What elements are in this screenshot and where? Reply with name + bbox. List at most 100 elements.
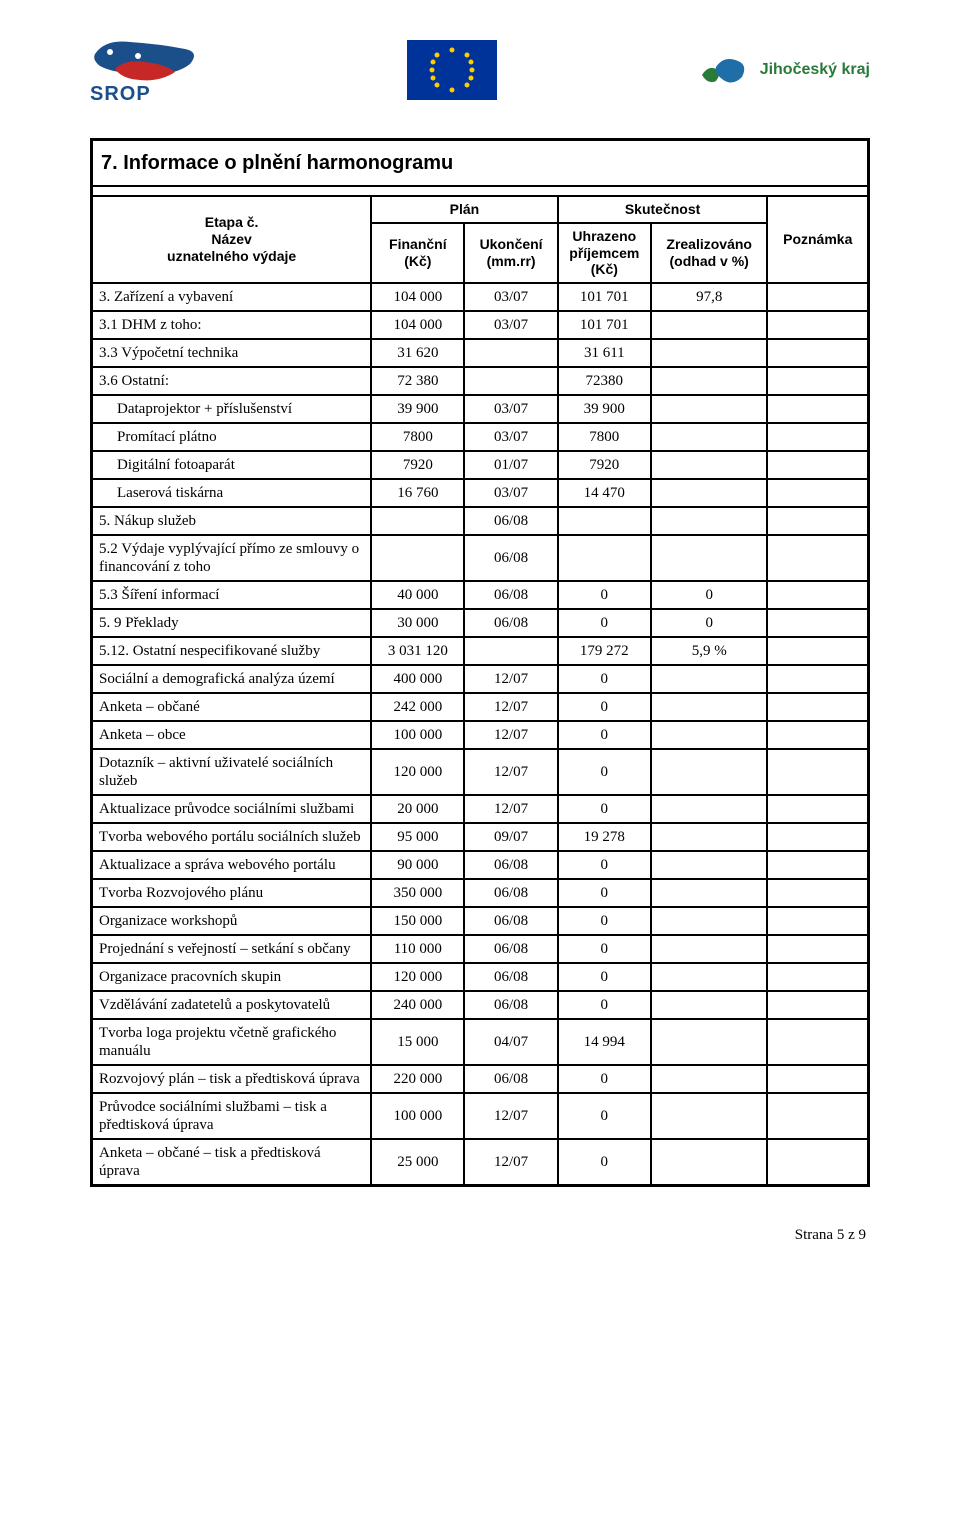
col-skutecnost-header: Skutečnost bbox=[558, 196, 768, 223]
page-footer: Strana 5 z 9 bbox=[90, 1227, 870, 1244]
cell-paid: 0 bbox=[558, 721, 651, 749]
cell-paid: 179 272 bbox=[558, 637, 651, 665]
cell-fin: 220 000 bbox=[371, 1065, 464, 1093]
cell-real: 0 bbox=[651, 609, 768, 637]
cell-name: Projednání s veřejností – setkání s obča… bbox=[92, 935, 372, 963]
cell-note bbox=[767, 795, 868, 823]
cell-end: 03/07 bbox=[464, 479, 557, 507]
cell-real bbox=[651, 311, 768, 339]
cell-paid: 0 bbox=[558, 665, 651, 693]
cell-real bbox=[651, 851, 768, 879]
cell-fin: 104 000 bbox=[371, 283, 464, 311]
cell-end: 03/07 bbox=[464, 311, 557, 339]
cell-fin: 120 000 bbox=[371, 963, 464, 991]
cell-paid: 0 bbox=[558, 749, 651, 795]
col-financni-header: Finanční (Kč) bbox=[371, 223, 464, 283]
cell-name: Vzdělávání zadatetelů a poskytovatelů bbox=[92, 991, 372, 1019]
table-row: Dotazník – aktivní uživatelé sociálních … bbox=[92, 749, 869, 795]
cell-paid: 0 bbox=[558, 581, 651, 609]
col-plan-header: Plán bbox=[371, 196, 557, 223]
cell-note bbox=[767, 367, 868, 395]
cell-fin: 72 380 bbox=[371, 367, 464, 395]
cell-fin: 104 000 bbox=[371, 311, 464, 339]
table-row: 5. 9 Překlady30 00006/0800 bbox=[92, 609, 869, 637]
cell-end: 06/08 bbox=[464, 1065, 557, 1093]
cell-end: 04/07 bbox=[464, 1019, 557, 1065]
cell-fin: 15 000 bbox=[371, 1019, 464, 1065]
cell-paid: 14 994 bbox=[558, 1019, 651, 1065]
cell-name: 3.3 Výpočetní technika bbox=[92, 339, 372, 367]
cell-real bbox=[651, 749, 768, 795]
cell-note bbox=[767, 339, 868, 367]
cell-name: Aktualizace a správa webového portálu bbox=[92, 851, 372, 879]
cell-real bbox=[651, 879, 768, 907]
cell-fin bbox=[371, 535, 464, 581]
cell-name: 5.2 Výdaje vyplývající přímo ze smlouvy … bbox=[92, 535, 372, 581]
cell-name: Anketa – obce bbox=[92, 721, 372, 749]
table-row: Digitální fotoaparát792001/077920 bbox=[92, 451, 869, 479]
table-row: 3.3 Výpočetní technika31 62031 611 bbox=[92, 339, 869, 367]
jihocesky-kraj-text: Jihočeský kraj bbox=[760, 61, 870, 79]
cell-fin: 242 000 bbox=[371, 693, 464, 721]
cell-real bbox=[651, 395, 768, 423]
cell-fin: 7800 bbox=[371, 423, 464, 451]
cell-name: Digitální fotoaparát bbox=[92, 451, 372, 479]
cell-name: 5.12. Ostatní nespecifikované služby bbox=[92, 637, 372, 665]
table-row: 3. Zařízení a vybavení104 00003/07101 70… bbox=[92, 283, 869, 311]
cell-fin: 95 000 bbox=[371, 823, 464, 851]
cell-real bbox=[651, 693, 768, 721]
table-row: Tvorba loga projektu včetně grafického m… bbox=[92, 1019, 869, 1065]
table-row: Vzdělávání zadatetelů a poskytovatelů240… bbox=[92, 991, 869, 1019]
cell-real bbox=[651, 795, 768, 823]
cell-end: 12/07 bbox=[464, 693, 557, 721]
cell-real: 97,8 bbox=[651, 283, 768, 311]
col-zrealizovano-header: Zrealizováno (odhad v %) bbox=[651, 223, 768, 283]
table-row: 5.3 Šíření informací40 00006/0800 bbox=[92, 581, 869, 609]
cell-end: 12/07 bbox=[464, 665, 557, 693]
cell-note bbox=[767, 721, 868, 749]
cell-note bbox=[767, 935, 868, 963]
table-row: Dataprojektor + příslušenství39 90003/07… bbox=[92, 395, 869, 423]
cell-paid: 101 701 bbox=[558, 283, 651, 311]
col-uhrazeno-header: Uhrazeno příjemcem (Kč) bbox=[558, 223, 651, 283]
table-row: Anketa – občané – tisk a předtisková úpr… bbox=[92, 1139, 869, 1186]
cell-fin: 400 000 bbox=[371, 665, 464, 693]
cell-paid: 0 bbox=[558, 907, 651, 935]
cell-end: 06/08 bbox=[464, 851, 557, 879]
table-row: Rozvojový plán – tisk a předtisková úpra… bbox=[92, 1065, 869, 1093]
cell-paid: 72380 bbox=[558, 367, 651, 395]
cell-real bbox=[651, 1065, 768, 1093]
cell-real bbox=[651, 1019, 768, 1065]
cell-end: 12/07 bbox=[464, 795, 557, 823]
spacer-row bbox=[92, 186, 869, 196]
cell-real bbox=[651, 1093, 768, 1139]
col-ukonceni-header: Ukončení (mm.rr) bbox=[464, 223, 557, 283]
cell-paid: 0 bbox=[558, 1065, 651, 1093]
cell-paid: 0 bbox=[558, 609, 651, 637]
cell-note bbox=[767, 963, 868, 991]
cell-fin: 20 000 bbox=[371, 795, 464, 823]
cell-name: Dataprojektor + příslušenství bbox=[92, 395, 372, 423]
cell-note bbox=[767, 991, 868, 1019]
cell-end: 06/08 bbox=[464, 581, 557, 609]
table-row: Aktualizace průvodce sociálními službami… bbox=[92, 795, 869, 823]
cell-end: 03/07 bbox=[464, 395, 557, 423]
cell-end: 06/08 bbox=[464, 907, 557, 935]
jihocesky-kraj-logo: Jihočeský kraj bbox=[694, 45, 870, 95]
cell-end: 12/07 bbox=[464, 1093, 557, 1139]
cell-note bbox=[767, 283, 868, 311]
cell-fin: 100 000 bbox=[371, 1093, 464, 1139]
table-row: 5.12. Ostatní nespecifikované služby3 03… bbox=[92, 637, 869, 665]
cell-note bbox=[767, 851, 868, 879]
cell-name: Tvorba Rozvojového plánu bbox=[92, 879, 372, 907]
cell-note bbox=[767, 507, 868, 535]
cell-real bbox=[651, 991, 768, 1019]
cell-fin: 100 000 bbox=[371, 721, 464, 749]
cell-note bbox=[767, 1139, 868, 1186]
cell-fin: 350 000 bbox=[371, 879, 464, 907]
cell-real bbox=[651, 479, 768, 507]
cell-note bbox=[767, 749, 868, 795]
cell-paid: 0 bbox=[558, 1093, 651, 1139]
cell-fin: 3 031 120 bbox=[371, 637, 464, 665]
header-logos: SROP Jihočeský kraj bbox=[90, 30, 870, 110]
